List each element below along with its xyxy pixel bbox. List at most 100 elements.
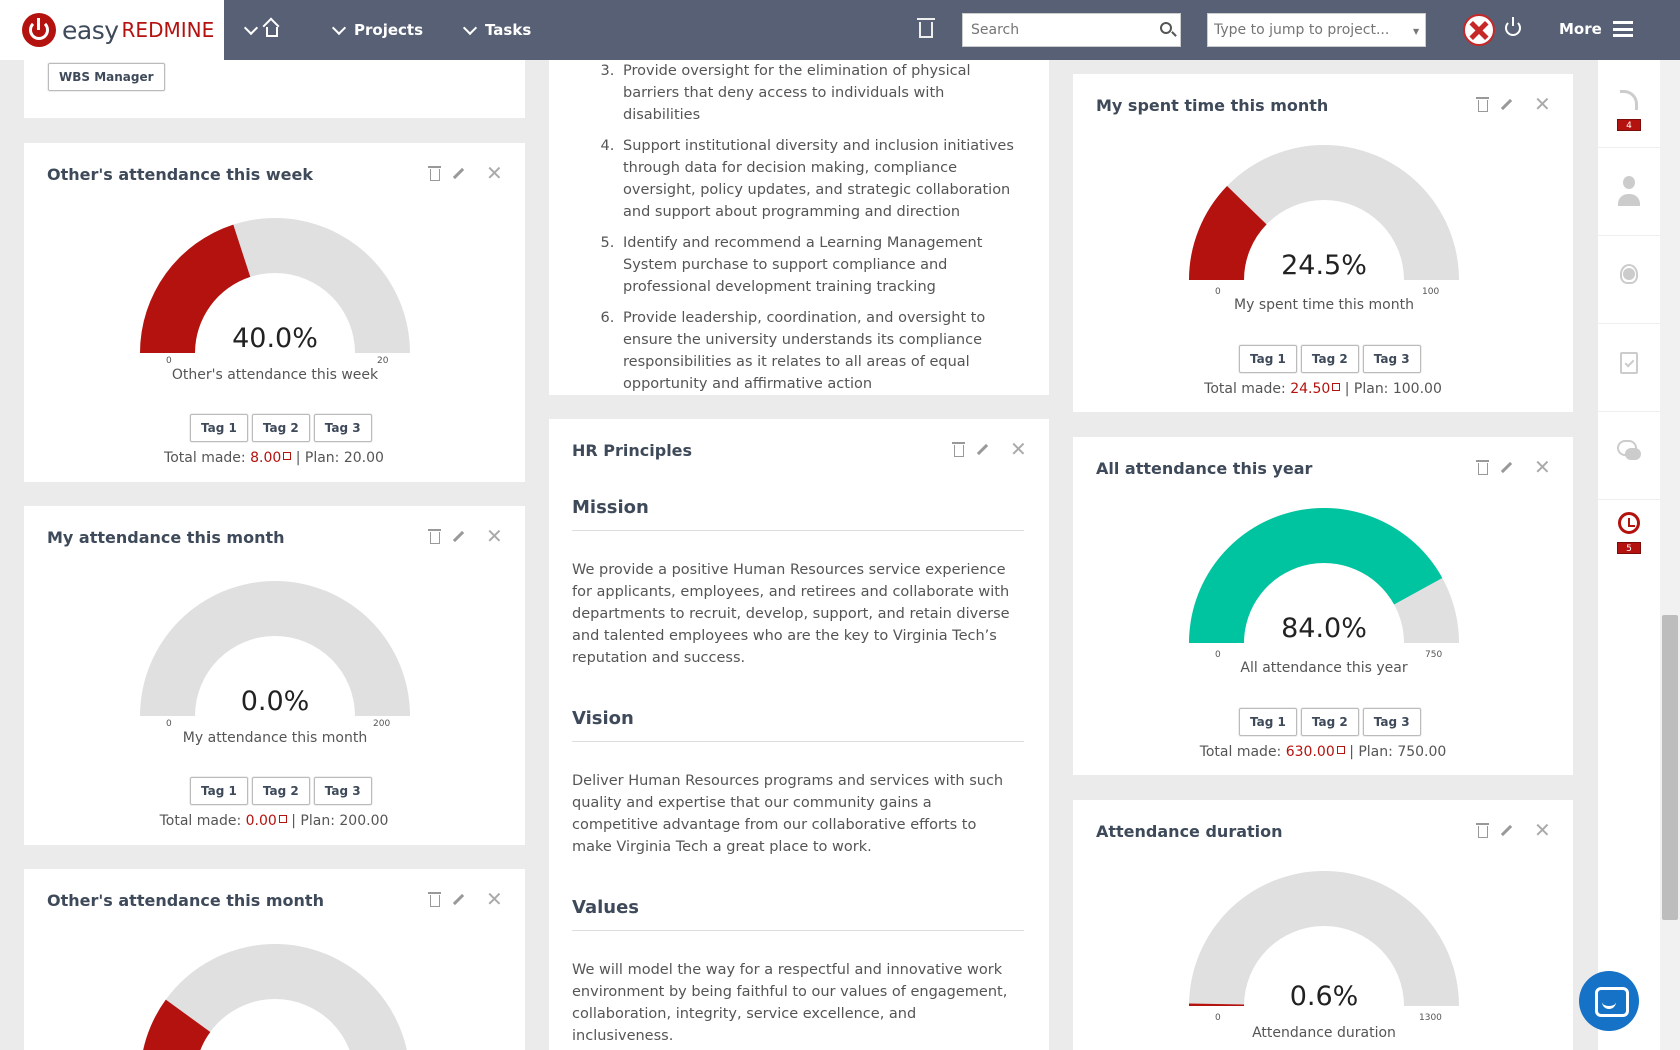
chevron-down-icon xyxy=(462,20,478,35)
jump-to-project-input[interactable] xyxy=(1207,13,1426,47)
close-icon[interactable]: ✕ xyxy=(486,887,503,911)
home-menu[interactable] xyxy=(243,0,278,60)
chevron-down-icon xyxy=(243,20,259,35)
chat-button[interactable] xyxy=(1579,971,1639,1031)
avatar[interactable] xyxy=(1463,14,1495,46)
top-bar: easy REDMINE Projects Tasks ▼ More xyxy=(0,0,1680,60)
hamburger-icon[interactable] xyxy=(1613,21,1633,37)
list-item: Identify and recommend a Learning Manage… xyxy=(619,232,1019,298)
tag-2[interactable]: Tag 2 xyxy=(1300,708,1359,736)
card-title: Other's attendance this week xyxy=(47,165,313,184)
plan-value: 750.00 xyxy=(1397,744,1447,760)
plan-value: 20.00 xyxy=(343,450,384,466)
total-line: Total made: 0.00 | Plan: 200.00 xyxy=(24,813,524,829)
external-link-icon[interactable] xyxy=(1336,746,1345,754)
gauge-label: Other's attendance this week xyxy=(171,367,379,383)
gauge-fill xyxy=(1189,1003,1245,1006)
close-icon[interactable]: ✕ xyxy=(1534,92,1551,116)
wbs-manager-tag[interactable]: WBS Manager xyxy=(48,63,165,91)
trash-icon[interactable] xyxy=(428,529,441,544)
total-label: Total made: xyxy=(159,813,242,829)
external-link-icon[interactable] xyxy=(278,815,287,823)
gauge-min: 0 xyxy=(1215,650,1221,660)
close-icon[interactable]: ✕ xyxy=(1010,437,1027,461)
tag-3[interactable]: Tag 3 xyxy=(1362,345,1421,373)
more-menu-label[interactable]: More xyxy=(1559,20,1602,38)
total-label: Total made: xyxy=(1199,744,1282,760)
tag-1[interactable]: Tag 1 xyxy=(190,414,248,442)
trash-icon[interactable] xyxy=(428,892,441,907)
pencil-icon[interactable] xyxy=(976,443,989,456)
search-icon[interactable] xyxy=(1160,22,1172,34)
external-link-icon[interactable] xyxy=(283,452,292,460)
tag-1[interactable]: Tag 1 xyxy=(1239,708,1297,736)
external-link-icon[interactable] xyxy=(1332,383,1341,391)
sidebar-timer[interactable]: 5 xyxy=(1598,500,1660,588)
gauge-max: 20 xyxy=(377,356,389,366)
tag-2[interactable]: Tag 2 xyxy=(251,414,310,442)
trash-icon[interactable] xyxy=(917,18,935,38)
pencil-icon[interactable] xyxy=(452,167,465,180)
logo[interactable]: easy REDMINE xyxy=(0,0,224,60)
projects-menu[interactable]: Projects xyxy=(331,0,423,60)
tag-3[interactable]: Tag 3 xyxy=(313,414,372,442)
close-icon[interactable]: ✕ xyxy=(486,524,503,548)
search-input[interactable] xyxy=(962,13,1181,47)
sidebar-chat[interactable] xyxy=(1598,412,1660,500)
close-icon[interactable]: ✕ xyxy=(1534,455,1551,479)
tag-1[interactable]: Tag 1 xyxy=(1239,345,1297,373)
trash-icon[interactable] xyxy=(1476,823,1489,838)
tag-3[interactable]: Tag 3 xyxy=(1362,708,1421,736)
scrollbar-thumb[interactable] xyxy=(1662,615,1678,920)
gauge-track xyxy=(143,944,407,1050)
total-value[interactable]: 8.00 xyxy=(250,450,282,466)
plan-label: | Plan: xyxy=(1344,381,1389,397)
trash-icon[interactable] xyxy=(1476,460,1489,475)
total-line: Total made: 24.50 | Plan: 100.00 xyxy=(1073,381,1573,397)
trash-icon[interactable] xyxy=(428,166,441,181)
gauge-value: 24.5% xyxy=(1281,250,1367,281)
pencil-icon[interactable] xyxy=(452,893,465,906)
pencil-icon[interactable] xyxy=(1500,461,1513,474)
close-icon[interactable]: ✕ xyxy=(1534,818,1551,842)
total-value[interactable]: 0.00 xyxy=(245,813,277,829)
gauge-label: My spent time this month xyxy=(1234,297,1414,313)
tag-1[interactable]: Tag 1 xyxy=(190,777,248,805)
trash-icon[interactable] xyxy=(1476,97,1489,112)
tasks-menu[interactable]: Tasks xyxy=(462,0,531,60)
tag-2[interactable]: Tag 2 xyxy=(1300,345,1359,373)
sidebar-tasks[interactable] xyxy=(1598,324,1660,412)
tag-3[interactable]: Tag 3 xyxy=(313,777,372,805)
pencil-icon[interactable] xyxy=(452,530,465,543)
mission-text: We provide a positive Human Resources se… xyxy=(572,562,1010,666)
total-label: Total made: xyxy=(164,450,246,466)
pencil-icon[interactable] xyxy=(1500,98,1513,111)
pencil-icon[interactable] xyxy=(1500,824,1513,837)
sidebar-ideas[interactable] xyxy=(1598,236,1660,324)
total-value[interactable]: 24.50 xyxy=(1290,381,1331,397)
total-value[interactable]: 630.00 xyxy=(1285,744,1335,760)
gauge-value: 84.0% xyxy=(1281,613,1367,644)
tag-list: Tag 1 Tag 2 Tag 3 xyxy=(190,414,372,442)
tag-list: Tag 1 Tag 2 Tag 3 xyxy=(190,777,372,805)
plan-label: | Plan: xyxy=(291,813,335,829)
gauge-chart xyxy=(1189,871,1459,1006)
gauge-track xyxy=(140,581,410,716)
total-line: Total made: 630.00 | Plan: 750.00 xyxy=(1073,744,1573,760)
gauge-chart xyxy=(140,581,410,716)
tag-2[interactable]: Tag 2 xyxy=(251,777,310,805)
gauge-label: My attendance this month xyxy=(182,730,368,746)
close-icon[interactable]: ✕ xyxy=(486,161,503,185)
sidebar-activity[interactable]: 4 xyxy=(1598,60,1660,148)
caret-down-icon[interactable]: ▼ xyxy=(1413,27,1420,36)
values-heading: Values xyxy=(572,897,1024,931)
power-icon[interactable] xyxy=(1505,17,1521,36)
user-head-icon xyxy=(1623,176,1635,189)
sidebar-users[interactable] xyxy=(1598,148,1660,280)
trash-icon[interactable] xyxy=(952,442,965,457)
spent-time-card: My spent time this month ✕ 24.5% 0 100 M… xyxy=(1073,74,1573,412)
my-month-card: My attendance this month ✕ 0.0% 0 200 My… xyxy=(24,506,525,845)
gauge-max: 1300 xyxy=(1419,1013,1442,1023)
gauge-value: 0.6% xyxy=(1289,981,1359,1012)
card-title: My spent time this month xyxy=(1096,96,1329,115)
